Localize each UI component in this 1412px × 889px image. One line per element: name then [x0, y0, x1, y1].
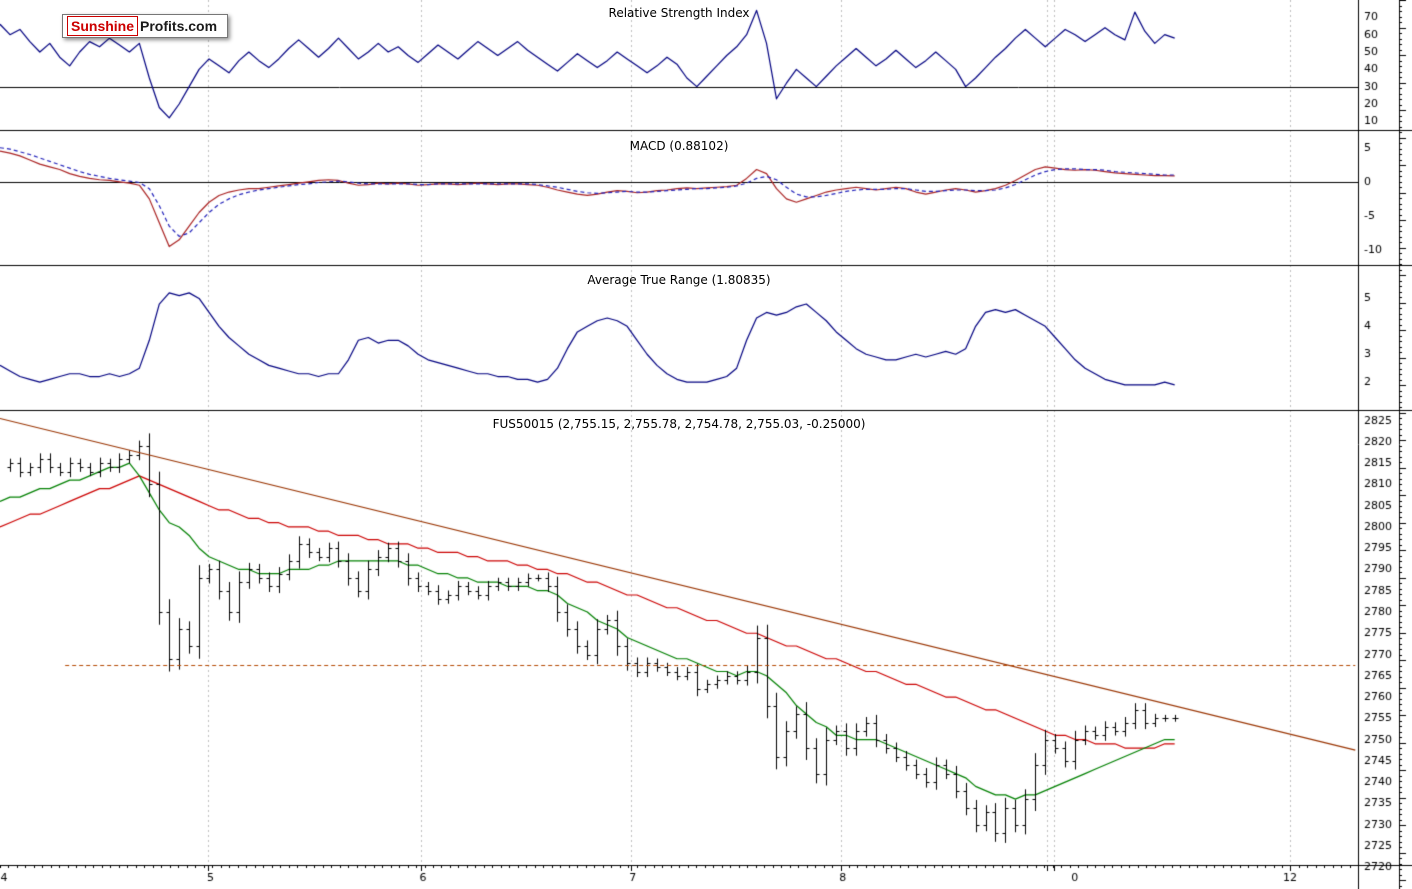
logo-text-sunshine: Sunshine: [67, 16, 139, 36]
logo-text-profits: Profits.com: [140, 18, 218, 34]
sunshine-profits-logo[interactable]: Sunshine Profits.com: [62, 14, 229, 38]
